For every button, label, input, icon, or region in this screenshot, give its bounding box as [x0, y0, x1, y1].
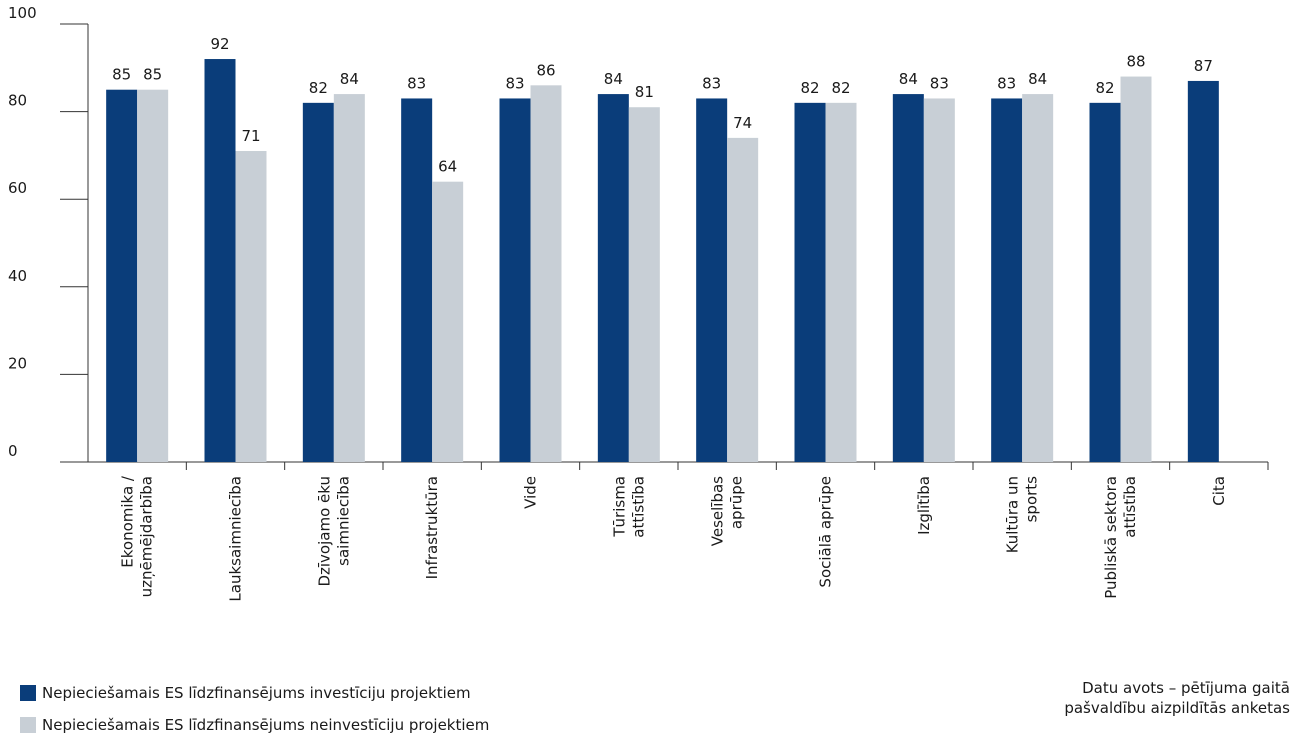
x-category-label-line: Veselības: [709, 476, 727, 546]
x-category-label-line: Dzīvojamo ēku: [315, 476, 333, 587]
x-category-label: Izglītība: [915, 476, 933, 535]
data-label: 84: [1028, 70, 1047, 88]
bar-investment: [1089, 102, 1121, 462]
data-label: 82: [309, 79, 328, 97]
data-label: 83: [702, 74, 721, 92]
x-category-label-line: Cita: [1210, 476, 1228, 506]
y-tick-label: 100: [8, 4, 37, 22]
bar-investment: [1187, 80, 1219, 462]
data-label: 74: [733, 114, 752, 132]
x-category-label-line: Vide: [522, 476, 540, 509]
bar-investment: [106, 89, 138, 462]
data-source-note: Datu avots – pētījuma gaitā pašvaldību a…: [1064, 678, 1290, 718]
x-category-label: Dzīvojamo ēkusaimniecība: [315, 476, 352, 587]
bar-investment: [892, 94, 924, 462]
bar-chart: 0 20 40 60 80 100 85 85 Ekonomika /uzņēmējdarbīb…: [8, 4, 1269, 602]
data-label: 84: [340, 70, 359, 88]
x-category-label-line: uzņēmējdarbība: [138, 476, 156, 597]
bar-investment: [597, 94, 629, 462]
x-category-label-line: Ekonomika /: [119, 475, 137, 568]
x-category-label: Sociālā aprūpe: [817, 476, 835, 588]
x-category-label: Kultūra unsports: [1004, 476, 1041, 553]
bar-investment: [794, 102, 826, 462]
data-label: 88: [1126, 53, 1145, 71]
data-label: 81: [635, 83, 654, 101]
x-category-label-line: attīstība: [1121, 476, 1139, 538]
x-category-label-line: attīstība: [629, 476, 647, 538]
bar-noninvestment: [530, 85, 562, 462]
source-line-2: pašvaldību aizpildītās anketas: [1064, 699, 1290, 717]
bar-noninvestment: [825, 102, 857, 462]
data-label: 83: [997, 74, 1016, 92]
legend-label-noninvestment: Nepieciešamais ES līdzfinansējums neinve…: [42, 716, 490, 734]
x-category-label: Infrastruktūra: [423, 476, 441, 579]
x-category-label-line: Kultūra un: [1004, 476, 1022, 553]
bar-investment: [499, 98, 531, 463]
data-label: 71: [241, 127, 260, 145]
legend-swatch-investment: [20, 685, 36, 701]
y-tick-label: 40: [8, 267, 27, 285]
bar-noninvestment: [333, 94, 365, 462]
bar-investment: [204, 59, 236, 462]
bar-noninvestment: [923, 98, 955, 463]
data-label: 92: [210, 35, 229, 53]
bar-noninvestment: [1120, 76, 1152, 462]
bar-investment: [696, 98, 728, 463]
data-label: 85: [112, 66, 131, 84]
data-label: 83: [505, 74, 524, 92]
data-label: 64: [438, 158, 457, 176]
data-label: 82: [800, 79, 819, 97]
bar-noninvestment: [628, 107, 660, 462]
x-category-label-line: sports: [1023, 476, 1041, 523]
x-category-label: Vide: [522, 476, 540, 509]
data-label: 83: [407, 74, 426, 92]
x-category-label-line: Lauksaimniecība: [227, 476, 245, 602]
bar-noninvestment: [432, 181, 464, 462]
x-category-label-line: Izglītība: [915, 476, 933, 535]
bar-noninvestment: [1022, 94, 1054, 462]
y-tick-label: 80: [8, 92, 27, 110]
data-label: 82: [831, 79, 850, 97]
legend-label-investment: Nepieciešamais ES līdzfinansējums invest…: [42, 684, 471, 702]
x-category-label: Lauksaimniecība: [227, 476, 245, 602]
bar-noninvestment: [235, 151, 267, 462]
bar-noninvestment: [137, 89, 169, 462]
x-category-label-line: Publiskā sektora: [1102, 476, 1120, 599]
data-label: 84: [899, 70, 918, 88]
x-category-label: Veselībasaprūpe: [709, 476, 746, 546]
y-tick-label: 20: [8, 354, 27, 372]
x-category-label-line: saimniecība: [334, 476, 352, 566]
x-category-label-line: Infrastruktūra: [423, 476, 441, 579]
x-category-label: Tūrismaattīstība: [610, 476, 647, 538]
bar-noninvestment: [727, 137, 759, 462]
source-line-1: Datu avots – pētījuma gaitā: [1082, 679, 1290, 697]
bar-investment: [302, 102, 334, 462]
data-label: 82: [1095, 79, 1114, 97]
data-label: 83: [930, 74, 949, 92]
y-tick-label: 0: [8, 442, 18, 460]
data-label: 84: [604, 70, 623, 88]
x-category-label: Publiskā sektoraattīstība: [1102, 476, 1139, 599]
x-category-label: Cita: [1210, 476, 1228, 506]
legend-swatch-noninvestment: [20, 717, 36, 733]
data-label: 87: [1194, 57, 1213, 75]
x-category-label-line: Sociālā aprūpe: [817, 476, 835, 588]
legend-item-investment: Nepieciešamais ES līdzfinansējums invest…: [20, 684, 471, 702]
data-label: 86: [536, 61, 555, 79]
x-category-label-line: Tūrisma: [610, 476, 628, 538]
x-category-label: Ekonomika /uzņēmējdarbība: [119, 475, 156, 597]
data-label: 85: [143, 66, 162, 84]
bar-investment: [991, 98, 1023, 463]
bar-investment: [401, 98, 433, 463]
x-category-label-line: aprūpe: [728, 476, 746, 529]
y-tick-label: 60: [8, 179, 27, 197]
legend-item-noninvestment: Nepieciešamais ES līdzfinansējums neinve…: [20, 716, 489, 734]
